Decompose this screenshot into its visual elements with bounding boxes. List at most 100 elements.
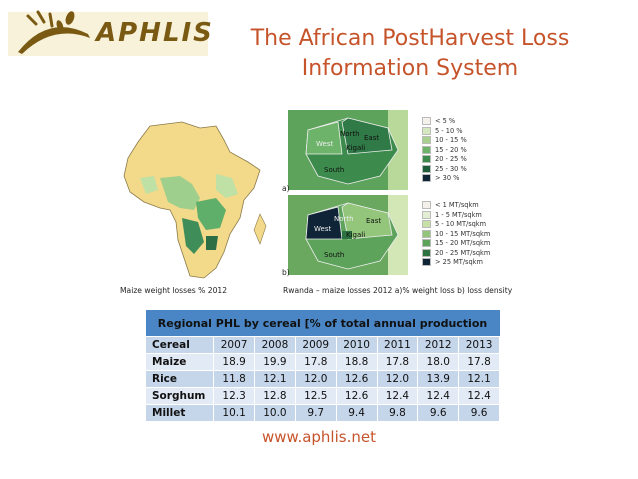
region-kigali-a: Kigali: [346, 144, 366, 152]
africa-map: [120, 118, 270, 283]
table-row-label: Sorghum: [144, 387, 215, 405]
table-cell: 12.3: [213, 387, 256, 405]
legend-b-item: 5 - 10 MT/sqkm: [422, 220, 486, 228]
table-row: Sorghum 12.3 12.8 12.5 12.6 12.4 12.4 12.4: [144, 387, 500, 405]
table-cell: 12.5: [294, 387, 337, 405]
logo-text: APHLIS: [96, 18, 214, 48]
table-body: Cereal 2007 2008 2009 2010 2011 2012 2013 Maize 1…: [144, 336, 500, 422]
table-cell: 2007: [213, 336, 256, 354]
legend-weight-loss: < 5 % 5 - 10 % 10 - 15 % 15 - 20 % 20 - 25 %…: [422, 117, 512, 189]
legend-b-item: 15 - 20 MT/sqkm: [422, 239, 490, 247]
website-url: www.aphlis.net: [262, 428, 376, 446]
table-row: Rice 11.8 12.1 12.0 12.6 12.0 13.9 12.1: [144, 370, 500, 388]
legend-b-swatch: [422, 201, 431, 209]
legend-b-item: < 1 MT/sqkm: [422, 201, 479, 209]
legend-b-item: 10 - 15 MT/sqkm: [422, 229, 491, 238]
legend-a-label: 20 - 25 %: [435, 155, 467, 163]
table-cell: 12.4: [417, 387, 460, 405]
table-cell: 17.8: [458, 353, 500, 371]
legend-b-label: 20 - 25 MT/sqkm: [435, 248, 491, 257]
legend-b-label: 5 - 10 MT/sqkm: [435, 220, 487, 228]
legend-b-swatch: [422, 239, 431, 247]
table-cell: 18.0: [417, 353, 460, 371]
region-east-a: East: [364, 134, 380, 142]
table-cell: 10.1: [213, 404, 256, 422]
table-cell: 12.6: [335, 370, 378, 388]
table-header-row: Cereal 2007 2008 2009 2010 2011 2012 2013: [144, 336, 500, 354]
legend-b-swatch: [422, 229, 431, 238]
legend-b-label: 15 - 20 MT/sqkm: [435, 239, 491, 247]
table-row-label: Cereal: [144, 336, 215, 354]
table-cell: 18.8: [335, 353, 378, 371]
legend-b-item: 20 - 25 MT/sqkm: [422, 248, 491, 257]
legend-a-swatch: [422, 155, 431, 163]
legend-b-swatch: [422, 210, 431, 219]
table-cell: 9.7: [294, 404, 337, 422]
page-title: The African PostHarvest Loss Information…: [230, 24, 590, 84]
legend-a-swatch: [422, 117, 431, 125]
title-line-1: The African PostHarvest Loss: [250, 26, 570, 51]
region-east-b: East: [366, 217, 382, 225]
region-south-b: South: [324, 251, 345, 259]
map-a-label: a): [282, 184, 290, 193]
table-cell: 2011: [376, 336, 419, 354]
legend-a-swatch: [422, 126, 431, 135]
legend-a-item: 10 - 15 %: [422, 136, 467, 144]
legend-b-label: > 25 MT/sqkm: [435, 258, 483, 266]
table-cell: 12.1: [458, 370, 500, 388]
legend-b-label: 1 - 5 MT/sqkm: [435, 210, 482, 219]
legend-b-label: 10 - 15 MT/sqkm: [435, 229, 491, 238]
table-cell: 11.8: [213, 370, 256, 388]
table-cell: 12.1: [254, 370, 296, 388]
table-cell: 12.0: [376, 370, 419, 388]
table-row: Maize 18.9 19.9 17.8 18.8 17.8 18.0 17.8: [144, 353, 500, 371]
aphlis-logo: [8, 4, 208, 64]
legend-a-label: 15 - 20 %: [435, 145, 467, 154]
legend-a-label: 25 - 30 %: [435, 164, 467, 173]
legend-a-swatch: [422, 174, 431, 182]
legend-a-swatch: [422, 164, 431, 173]
legend-a-item: 5 - 10 %: [422, 126, 463, 135]
legend-a-label: < 5 %: [435, 117, 456, 125]
region-west-a: West: [316, 140, 334, 148]
table-row-label: Rice: [144, 370, 215, 388]
legend-a-swatch: [422, 136, 431, 144]
table-cell: 9.6: [417, 404, 460, 422]
table-cell: 9.6: [458, 404, 500, 422]
legend-a-label: 10 - 15 %: [435, 136, 467, 144]
table-cell: 9.8: [376, 404, 419, 422]
table-cell: 2010: [335, 336, 378, 354]
table-cell: 2013: [458, 336, 500, 354]
phl-table: Regional PHL by cereal [% of total annua…: [144, 310, 500, 422]
table-cell: 18.9: [213, 353, 256, 371]
table-cell: 2009: [294, 336, 337, 354]
table-cell: 19.9: [254, 353, 296, 371]
table-cell: 17.8: [294, 353, 337, 371]
rwanda-map-caption: Rwanda – maize losses 2012 a)% weight lo…: [283, 286, 513, 295]
legend-b-item: > 25 MT/sqkm: [422, 258, 483, 266]
table-cell: 12.4: [376, 387, 419, 405]
region-kigali-b: Kigali: [346, 231, 366, 239]
logo-graphic: [8, 10, 208, 56]
table-cell: 17.8: [376, 353, 419, 371]
legend-a-item: > 30 %: [422, 174, 459, 182]
table-title: Regional PHL by cereal [% of total annua…: [145, 310, 500, 337]
table-row-label: Maize: [144, 353, 215, 371]
legend-b-swatch: [422, 248, 431, 257]
legend-b-swatch: [422, 258, 431, 266]
legend-a-swatch: [422, 145, 431, 154]
legend-a-label: > 30 %: [435, 174, 460, 182]
table-cell: 9.4: [335, 404, 378, 422]
legend-a-item: 20 - 25 %: [422, 155, 467, 163]
region-south-a: South: [324, 166, 345, 174]
region-north-a: North: [340, 130, 360, 138]
legend-a-item: 15 - 20 %: [422, 145, 467, 154]
table-cell: 12.0: [294, 370, 337, 388]
table-cell: 2012: [417, 336, 460, 354]
table-cell: 10.0: [254, 404, 296, 422]
table-cell: 12.8: [254, 387, 296, 405]
table-row: Millet 10.1 10.0 9.7 9.4 9.8 9.6 9.6: [144, 404, 500, 422]
table-cell: 2008: [254, 336, 296, 354]
region-west-b: West: [314, 225, 332, 233]
table-row-label: Millet: [144, 404, 215, 422]
